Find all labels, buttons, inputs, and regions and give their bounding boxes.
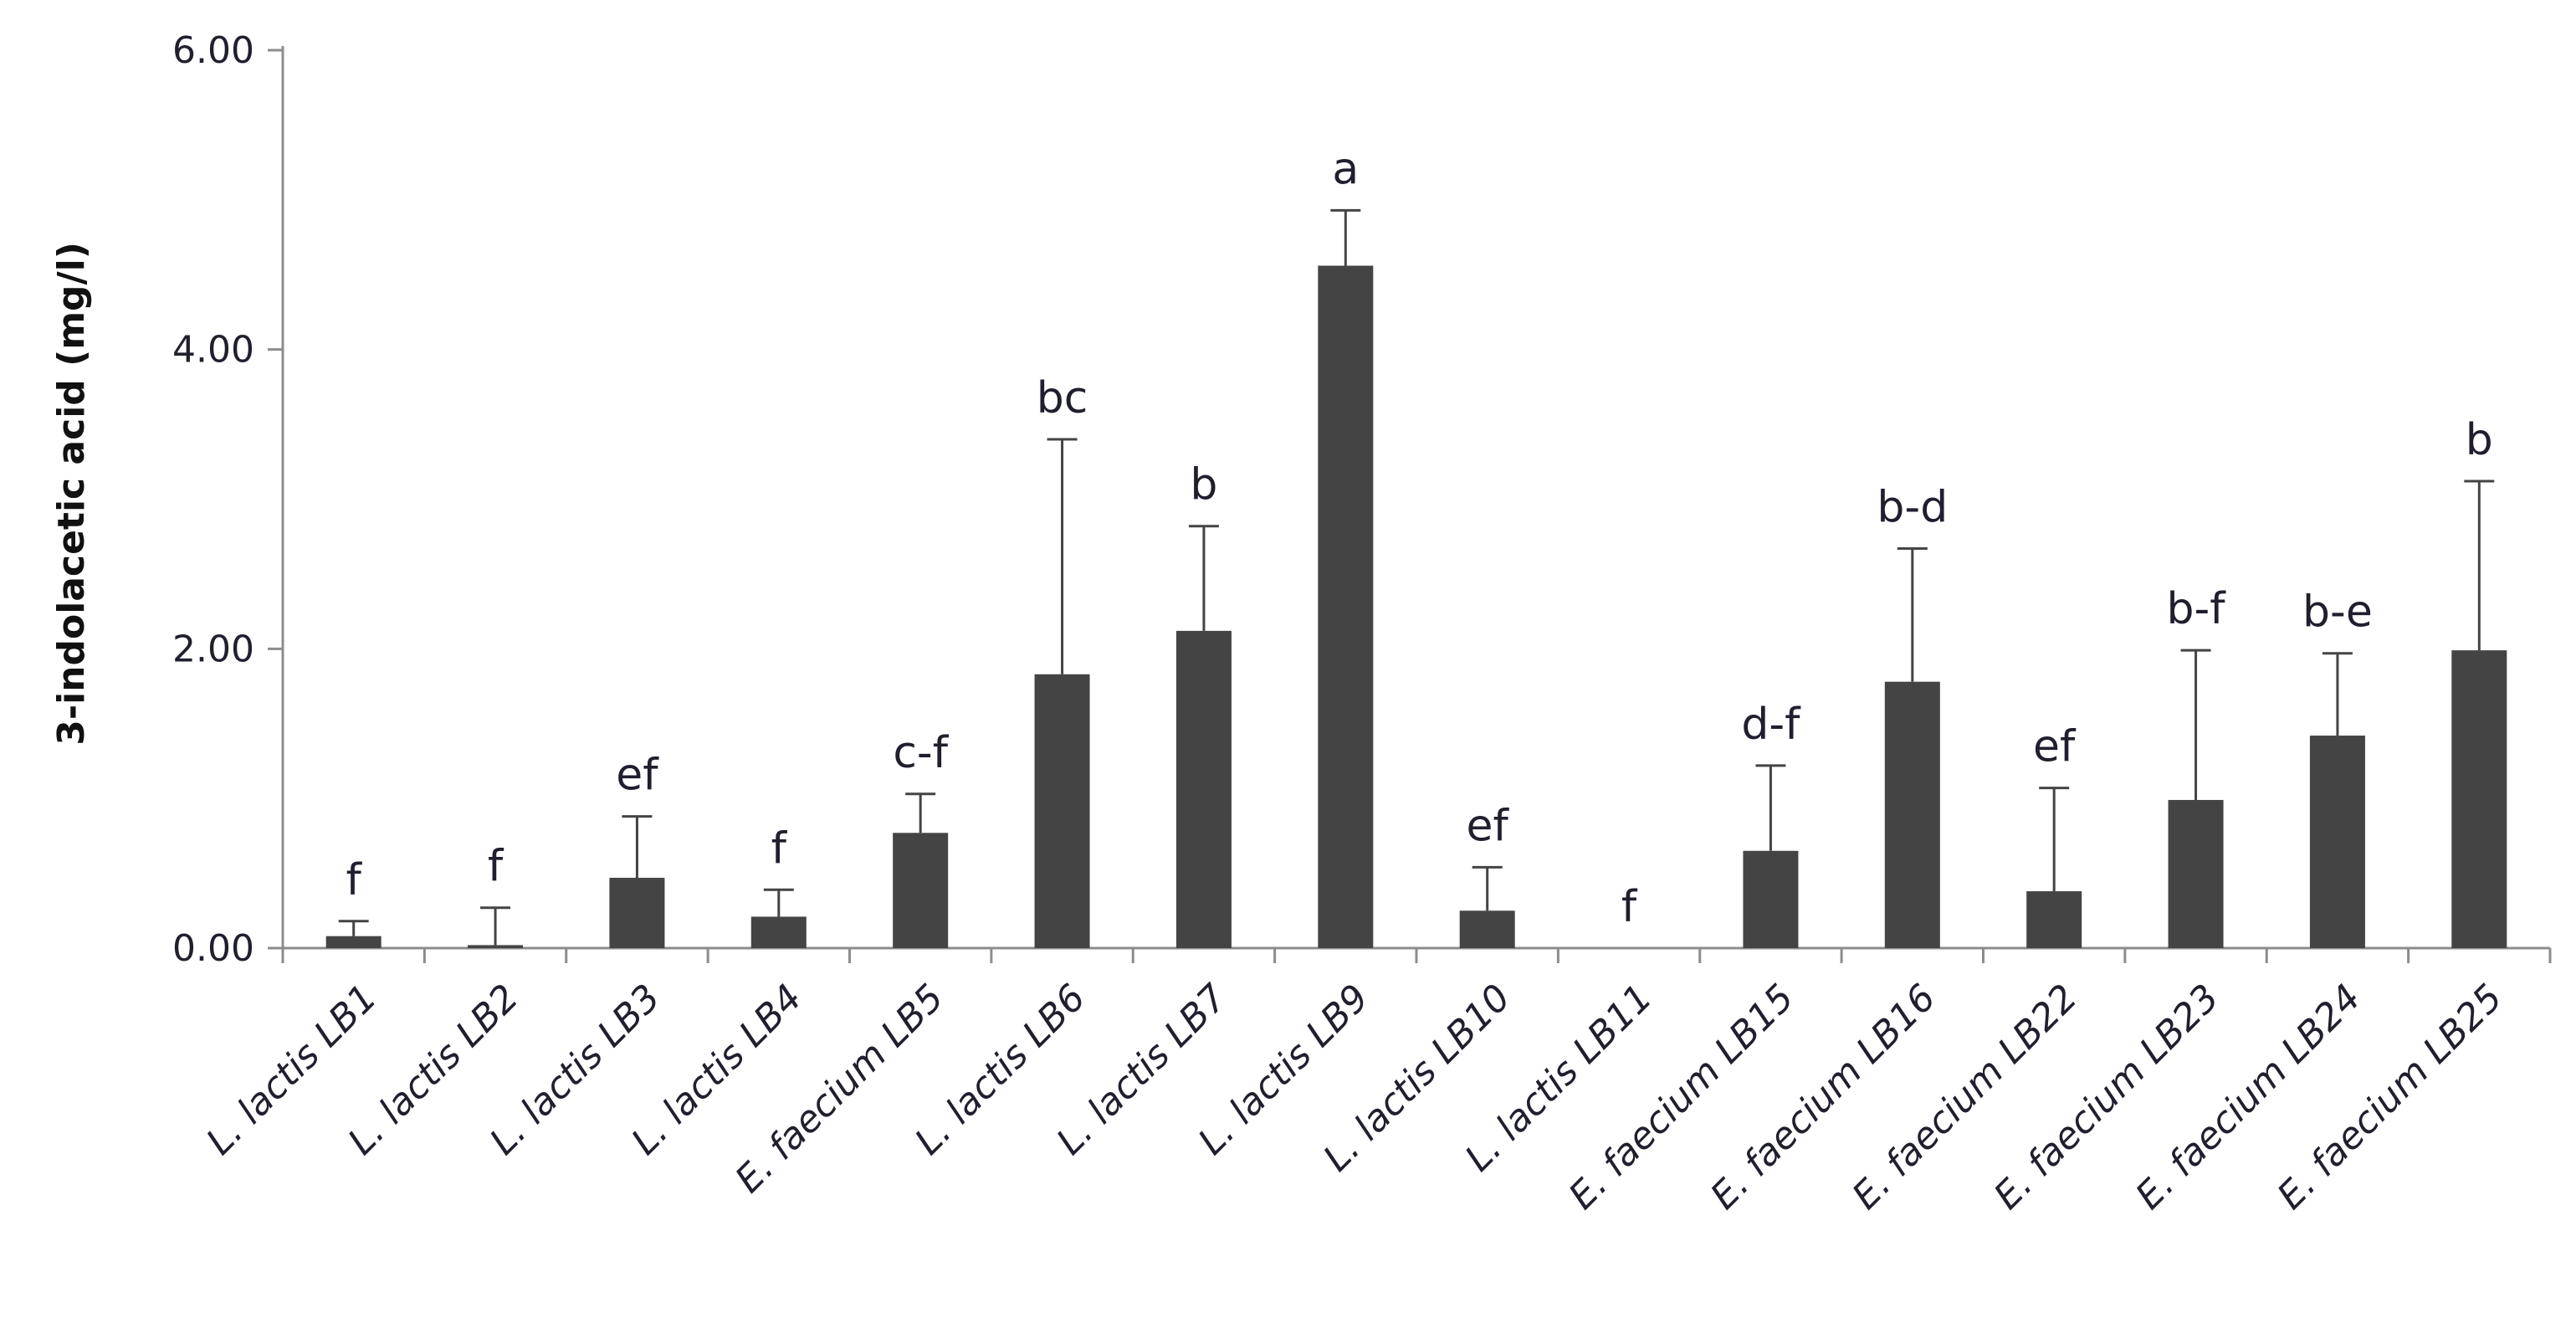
- bar: [325, 936, 382, 948]
- significance-letter: ef: [2033, 722, 2077, 772]
- bar: [2168, 799, 2224, 948]
- bar: [1459, 910, 1515, 948]
- significance-letter: f: [346, 855, 363, 905]
- bar: [750, 916, 807, 948]
- significance-letter: d-f: [1741, 700, 1801, 750]
- error-bars: [338, 208, 2495, 946]
- significance-letter: f: [1621, 882, 1638, 932]
- significance-letter: b-e: [2302, 587, 2373, 638]
- significance-letter: b: [2466, 415, 2493, 465]
- bar: [893, 833, 949, 948]
- y-tick-label: 0.00: [172, 927, 254, 970]
- significance-letters: f f ef f c-f bc b a ef f d-f b-d ef b-f b-e b: [346, 144, 2493, 932]
- significance-letter: ef: [616, 751, 659, 801]
- bars: [325, 265, 2507, 948]
- significance-letter: b-d: [1877, 483, 1948, 533]
- bar: [2026, 891, 2082, 948]
- bar: [609, 877, 665, 948]
- y-tick-label: 6.00: [172, 29, 254, 72]
- significance-letter: f: [771, 823, 788, 874]
- significance-letter: ef: [1467, 801, 1510, 851]
- significance-letter: f: [488, 842, 504, 892]
- bar: [2309, 736, 2365, 948]
- significance-letter: a: [1332, 144, 1359, 194]
- bar: [1743, 850, 1799, 948]
- significance-letter: c-f: [893, 728, 949, 778]
- bar: [2451, 650, 2507, 948]
- bar: [1175, 630, 1232, 948]
- significance-letter: b: [1190, 460, 1217, 510]
- y-tick-label: 4.00: [172, 329, 254, 372]
- bar: [468, 945, 524, 948]
- significance-letter: bc: [1037, 373, 1088, 423]
- y-tick-label: 2.00: [172, 628, 254, 670]
- y-axis-title: 3-indolacetic acid (mg/l): [50, 242, 93, 746]
- bar: [1034, 674, 1090, 948]
- bar: [1884, 681, 1940, 948]
- bar: [1318, 265, 1374, 948]
- significance-letter: b-f: [2167, 584, 2227, 634]
- y-tick-labels: 0.00 2.00 4.00 6.00: [172, 29, 254, 970]
